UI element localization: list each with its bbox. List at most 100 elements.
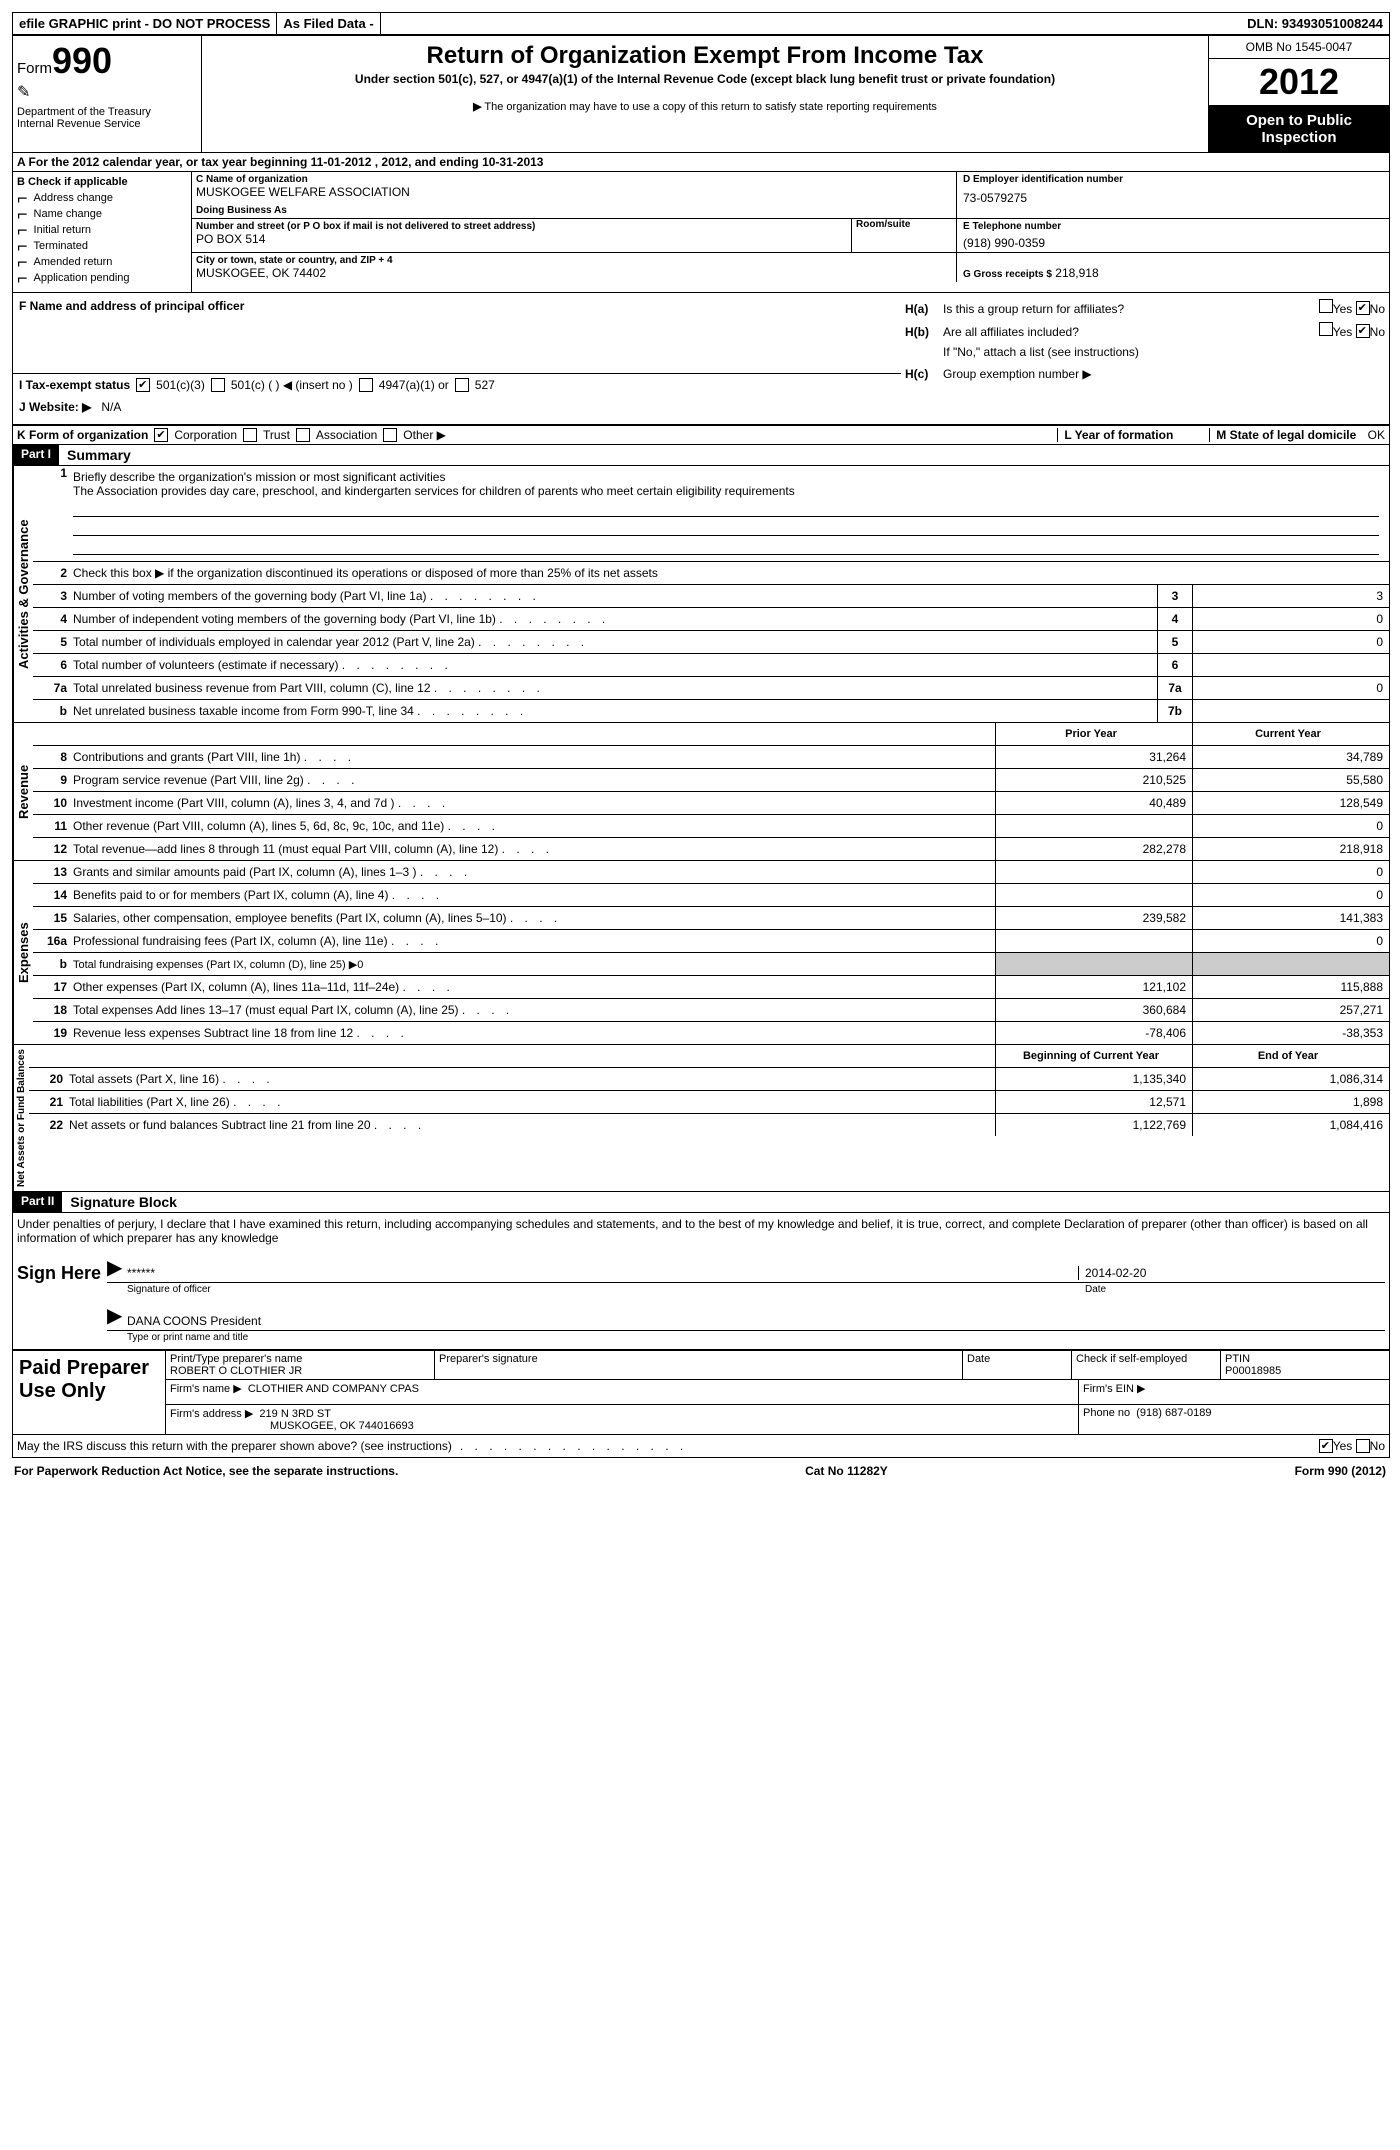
check-amended[interactable]: ⌐Amended return: [17, 256, 187, 268]
check-assoc[interactable]: [296, 428, 310, 442]
ha-label: H(a): [905, 302, 943, 316]
col-beginning-header: Beginning of Current Year: [995, 1045, 1192, 1067]
check-terminated[interactable]: ⌐Terminated: [17, 240, 187, 252]
check-501c[interactable]: [211, 378, 225, 392]
line-2-text: Check this box ▶ if the organization dis…: [73, 564, 1389, 582]
part-1-title: Summary: [59, 445, 1389, 465]
prior-year-value: 1,135,340: [995, 1068, 1192, 1090]
check-501c3[interactable]: [136, 378, 150, 392]
yes-label: Yes: [1333, 325, 1353, 339]
date-label: Date: [1079, 1284, 1385, 1295]
summary-line: 16a Professional fundraising fees (Part …: [33, 929, 1389, 952]
arrow-icon: ▶: [473, 101, 481, 113]
line-text: Net assets or fund balances Subtract lin…: [69, 1116, 995, 1134]
ha-yes[interactable]: [1319, 299, 1333, 313]
line-text: Total number of volunteers (estimate if …: [73, 656, 1157, 674]
current-year-value: 128,549: [1192, 792, 1389, 814]
current-year-value: 0: [1192, 861, 1389, 883]
check-other[interactable]: [383, 428, 397, 442]
summary-line: 14 Benefits paid to or for members (Part…: [33, 883, 1389, 906]
line-num: 13: [33, 865, 73, 879]
as-filed-label: As Filed Data -: [277, 13, 380, 34]
gross-label: G Gross receipts $: [963, 269, 1052, 280]
dln-label: DLN:: [1247, 16, 1278, 31]
discuss-yes[interactable]: [1319, 1439, 1333, 1453]
sign-here-grid: Sign Here ▶ ****** 2014-02-20 Signature …: [17, 1253, 1385, 1345]
prep-name-label: Print/Type preparer's name: [170, 1353, 430, 1365]
current-year-value: 34,789: [1192, 746, 1389, 768]
summary-line: 22 Net assets or fund balances Subtract …: [29, 1113, 1389, 1136]
check-527[interactable]: [455, 378, 469, 392]
current-year-value: 257,271: [1192, 999, 1389, 1021]
city-label: City or town, state or country, and ZIP …: [196, 255, 956, 266]
street-label: Number and street (or P O box if mail is…: [196, 221, 851, 232]
officer-name: DANA COONS President: [127, 1314, 1385, 1328]
check-label: Application pending: [34, 272, 130, 284]
row-k: K Form of organization Corporation Trust…: [13, 425, 1389, 445]
hb-text: Are all affiliates included?: [943, 325, 1319, 339]
check-corp[interactable]: [154, 428, 168, 442]
row-street: Number and street (or P O box if mail is…: [192, 219, 1389, 253]
h-b-line: H(b) Are all affiliates included? Yes No: [905, 322, 1385, 339]
header-center: Return of Organization Exempt From Incom…: [202, 36, 1208, 152]
current-year-value: 0: [1192, 884, 1389, 906]
arrow-icon: ▶: [107, 1303, 127, 1328]
activities-governance-block: Activities & Governance 1 Briefly descri…: [13, 466, 1389, 723]
org-name-label: C Name of organization: [196, 174, 956, 185]
firm-name: CLOTHIER AND COMPANY CPAS: [248, 1383, 419, 1395]
discuss-row: May the IRS discuss this return with the…: [13, 1434, 1389, 1457]
form-label: Form: [17, 60, 52, 77]
line-num: 1: [33, 466, 73, 480]
row-i: I Tax-exempt status 501(c)(3) 501(c) ( )…: [13, 373, 901, 396]
ha-no[interactable]: [1356, 301, 1370, 315]
prior-year-value: [995, 815, 1192, 837]
prior-year-value: 40,489: [995, 792, 1192, 814]
org-name: MUSKOGEE WELFARE ASSOCIATION: [196, 185, 956, 199]
hb-no[interactable]: [1356, 324, 1370, 338]
page-footer: For Paperwork Reduction Act Notice, see …: [12, 1458, 1388, 1484]
line-text: Other revenue (Part VIII, column (A), li…: [73, 817, 995, 835]
summary-line: b Net unrelated business taxable income …: [33, 699, 1389, 722]
expenses-block: Expenses 13 Grants and similar amounts p…: [13, 860, 1389, 1044]
line-value: 3: [1193, 585, 1389, 607]
phone-value: (918) 990-0359: [963, 236, 1383, 250]
check-4947[interactable]: [359, 378, 373, 392]
website-value: N/A: [101, 400, 121, 414]
side-label-expenses: Expenses: [13, 861, 33, 1044]
check-name-change[interactable]: ⌐Name change: [17, 208, 187, 220]
prior-year-value: -78,406: [995, 1022, 1192, 1044]
opt-label: 501(c) ( ) ◀ (insert no ): [231, 378, 353, 392]
ptin-label: PTIN: [1225, 1353, 1385, 1365]
firm-addr-label: Firm's address ▶: [170, 1408, 253, 1420]
line-text: Total liabilities (Part X, line 26) . . …: [69, 1093, 995, 1111]
hb-yes[interactable]: [1319, 322, 1333, 336]
check-address-change[interactable]: ⌐Address change: [17, 192, 187, 204]
discuss-no[interactable]: [1356, 1439, 1370, 1453]
check-initial-return[interactable]: ⌐Initial return: [17, 224, 187, 236]
state-note-text: The organization may have to use a copy …: [484, 101, 936, 113]
part-1-header-row: Part I Summary: [13, 445, 1389, 466]
form-number-block: Form990: [17, 40, 197, 82]
line-num: b: [33, 957, 73, 971]
line-box-num: 6: [1157, 654, 1193, 676]
summary-line: 21 Total liabilities (Part X, line 26) .…: [29, 1090, 1389, 1113]
summary-line: 6 Total number of volunteers (estimate i…: [33, 653, 1389, 676]
line-num: 21: [29, 1095, 69, 1109]
line-num: 5: [33, 635, 73, 649]
col-current-header: Current Year: [1192, 723, 1389, 745]
top-bar: efile GRAPHIC print - DO NOT PROCESS As …: [13, 13, 1389, 36]
self-employed-check[interactable]: Check if self-employed: [1072, 1351, 1221, 1379]
paid-preparer-section: Paid Preparer Use Only Print/Type prepar…: [13, 1349, 1389, 1434]
current-year-value: 1,084,416: [1192, 1114, 1389, 1136]
ein-value: 73-0579275: [963, 191, 1383, 205]
form-org-label: K Form of organization: [17, 428, 148, 442]
firm-phone: (918) 687-0189: [1136, 1407, 1211, 1419]
summary-line: 18 Total expenses Add lines 13–17 (must …: [33, 998, 1389, 1021]
row-j: J Website: ▶ N/A: [13, 396, 901, 418]
summary-line: 20 Total assets (Part X, line 16) . . . …: [29, 1067, 1389, 1090]
pra-notice: For Paperwork Reduction Act Notice, see …: [14, 1464, 398, 1478]
check-trust[interactable]: [243, 428, 257, 442]
check-pending[interactable]: ⌐Application pending: [17, 272, 187, 284]
check-label: Initial return: [34, 224, 91, 236]
form-ref: Form 990 (2012): [1295, 1464, 1386, 1478]
